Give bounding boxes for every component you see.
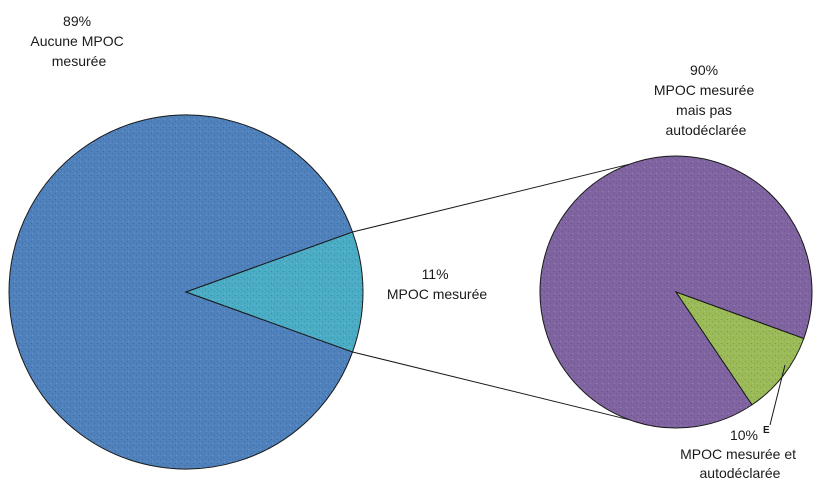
label-aucune-mpoc: 89% Aucune MPOC mesurée	[30, 13, 127, 69]
label-non-autodeclaree-line1: MPOC mesurée	[654, 82, 755, 98]
label-autodeclaree: MPOC mesurée et autodéclarée	[680, 446, 800, 481]
connector-line-top	[352, 163, 630, 233]
label-non-autodeclaree: 90% MPOC mesurée mais pas autodéclarée	[654, 62, 758, 138]
main-pie-slice-mpoc-mesuree-texture	[186, 232, 364, 352]
label-autodeclaree-value-text: 10%	[730, 427, 758, 443]
leader-line-autodeclaree	[769, 364, 786, 426]
label-aucune-mpoc-line1: Aucune MPOC	[30, 33, 123, 49]
label-non-autodeclaree-line3: autodéclarée	[666, 122, 747, 138]
label-mpoc-mesuree-line1: MPOC mesurée	[387, 286, 488, 302]
label-non-autodeclaree-value: 90%	[690, 62, 718, 78]
connector-line-bottom	[352, 351, 630, 421]
detail-pie-slice-autodeclaree-texture	[676, 292, 804, 405]
connector-lines	[352, 163, 630, 421]
label-mpoc-mesuree: 11% MPOC mesurée	[387, 266, 488, 302]
label-autodeclaree-note: E	[763, 425, 770, 436]
main-pie	[8, 114, 364, 470]
label-autodeclaree-value: 10%	[730, 427, 758, 443]
label-non-autodeclaree-line2: mais pas	[676, 102, 732, 118]
main-pie-slice-aucune-mpoc-texture	[9, 114, 353, 469]
label-mpoc-mesuree-value: 11%	[422, 266, 449, 282]
label-aucune-mpoc-line2: mesurée	[52, 53, 107, 69]
label-aucune-mpoc-value: 89%	[63, 13, 91, 29]
detail-pie	[539, 155, 813, 429]
label-autodeclaree-line1: MPOC mesurée et	[680, 446, 796, 462]
label-autodeclaree-note-marker: E	[763, 425, 770, 436]
label-autodeclaree-line2: autodéclarée	[700, 465, 781, 481]
